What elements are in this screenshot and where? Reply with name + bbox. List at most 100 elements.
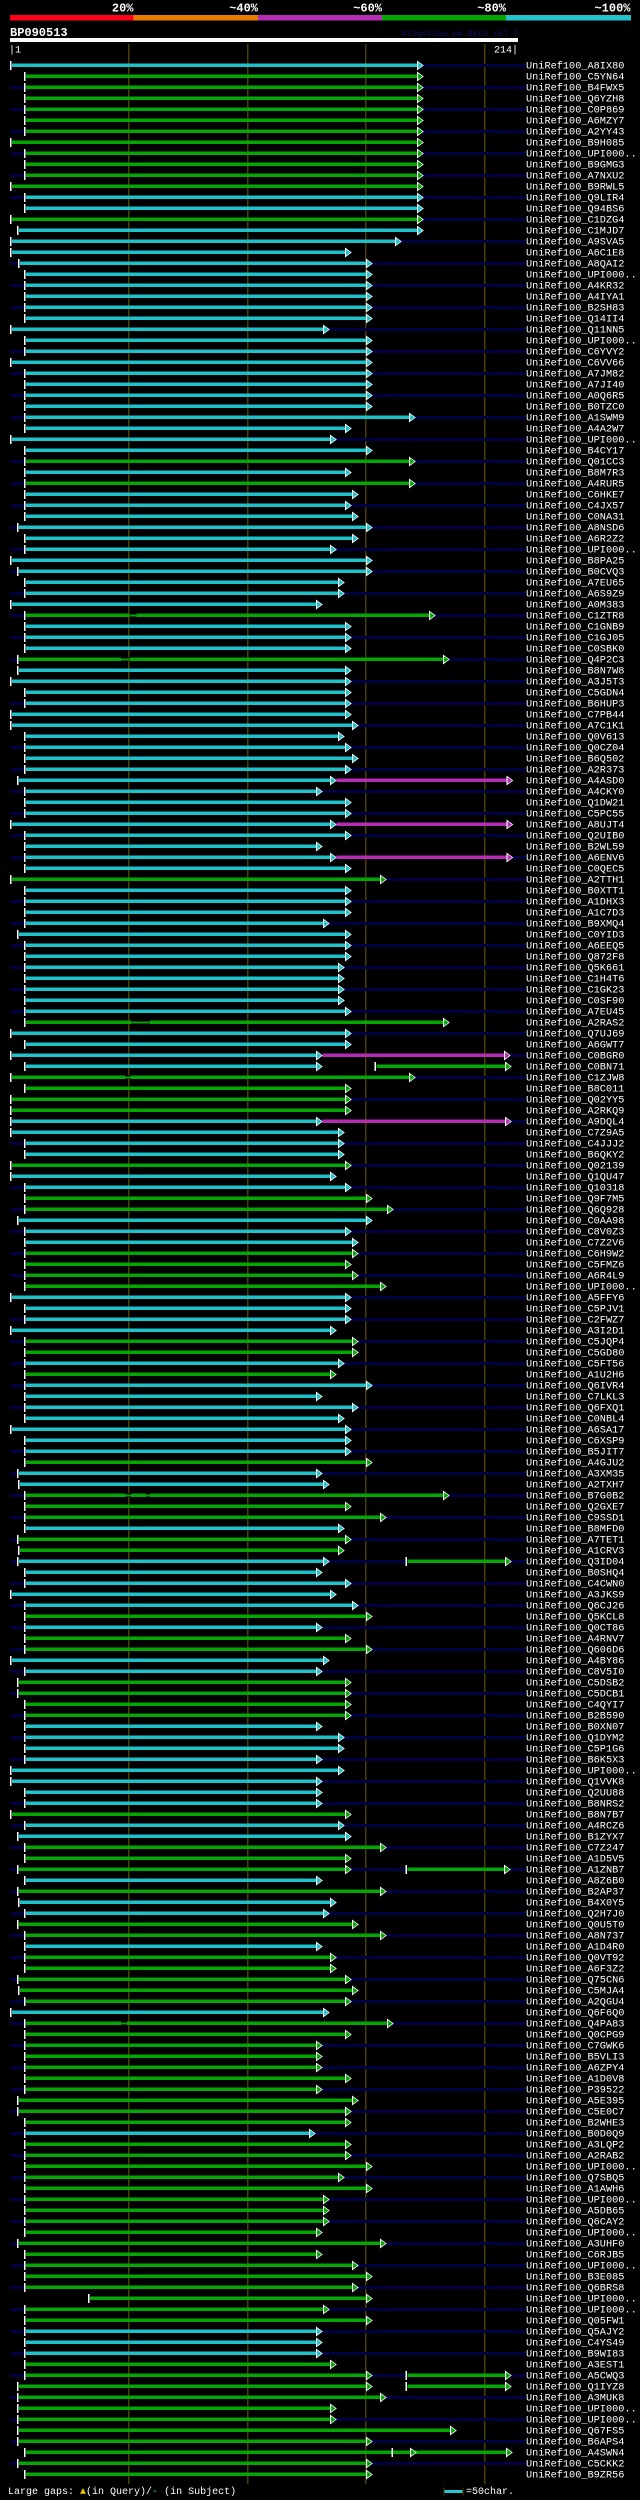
svg-text:UniRef100_UPI000..: UniRef100_UPI000.. [526,2195,637,2207]
svg-text:UniRef100_UPI000..: UniRef100_UPI000.. [526,1282,637,1294]
svg-text:UniRef100_Q9LIR4: UniRef100_Q9LIR4 [526,193,624,205]
svg-text:UniRef100_A4KR32: UniRef100_A4KR32 [526,281,624,293]
svg-text:UniRef100_C8V5I0: UniRef100_C8V5I0 [526,1667,624,1679]
svg-text:UniRef100_A1C7D3: UniRef100_A1C7D3 [526,908,624,920]
svg-text:UniRef100_C1ZJW8: UniRef100_C1ZJW8 [526,1073,624,1085]
svg-text:UniRef100_C5FMZ6: UniRef100_C5FMZ6 [526,1260,624,1272]
svg-text:UniRef100_UPI000..: UniRef100_UPI000.. [526,2305,637,2317]
svg-text:UniRef100_B8M7R3: UniRef100_B8M7R3 [526,468,624,480]
svg-text:UniRef100_C5CKK2: UniRef100_C5CKK2 [526,2459,624,2471]
svg-text:UniRef100_C0SBK0: UniRef100_C0SBK0 [526,644,624,656]
svg-text:UniRef100_A3LQP2: UniRef100_A3LQP2 [526,2140,624,2152]
svg-text:UniRef100_C5DSB2: UniRef100_C5DSB2 [526,1678,624,1690]
svg-text:UniRef100_A6S9Z9: UniRef100_A6S9Z9 [526,589,624,601]
svg-text:Large gaps: ▲(in Query)/- (in: Large gaps: ▲(in Query)/- (in Subject) [8,2486,236,2498]
svg-text:UniRef100_A4A2W7: UniRef100_A4A2W7 [526,424,624,436]
svg-text:UniRef100_A6C1E8: UniRef100_A6C1E8 [526,248,624,260]
svg-text:UniRef100_A1D5V5: UniRef100_A1D5V5 [526,1854,624,1866]
svg-text:214|: 214| [494,45,518,57]
svg-text:UniRef100_Q6CJ26: UniRef100_Q6CJ26 [526,1601,624,1613]
svg-text:UniRef100_Q1DYM2: UniRef100_Q1DYM2 [526,1733,624,1745]
svg-text:UniRef100_Q1IYZ8: UniRef100_Q1IYZ8 [526,2382,624,2394]
svg-text:UniRef100_B5VLI3: UniRef100_B5VLI3 [526,2052,624,2064]
svg-text:UniRef100_A3UHF0: UniRef100_A3UHF0 [526,2239,624,2251]
svg-text:UniRef100_C7Z9A5: UniRef100_C7Z9A5 [526,1128,624,1140]
svg-text:UniRef100_A8Z6B0: UniRef100_A8Z6B0 [526,1876,624,1888]
svg-text:UniRef100_B0D0Q9: UniRef100_B0D0Q9 [526,2129,624,2141]
svg-text:UniRef100_Q05FW1: UniRef100_Q05FW1 [526,2316,624,2328]
svg-text:UniRef100_Q02YY5: UniRef100_Q02YY5 [526,1095,624,1107]
svg-text:UniRef100_Q5K661: UniRef100_Q5K661 [526,963,624,975]
svg-text:UniRef100_Q0U5T0: UniRef100_Q0U5T0 [526,1920,624,1932]
svg-text:UniRef100_C5GDN4: UniRef100_C5GDN4 [526,688,624,700]
svg-text:UniRef100_UPI000..: UniRef100_UPI000.. [526,2404,637,2416]
svg-text:UniRef100_A2RAS2: UniRef100_A2RAS2 [526,1018,624,1030]
svg-text:~40%: ~40% [229,2,259,16]
svg-text:UniRef100_A2QGU4: UniRef100_A2QGU4 [526,1997,624,2009]
svg-text:UniRef100_Q6Q928: UniRef100_Q6Q928 [526,1205,624,1217]
svg-text:UniRef100_A8UJT4: UniRef100_A8UJT4 [526,820,624,832]
svg-text:UniRef100_Q02139: UniRef100_Q02139 [526,1161,624,1173]
svg-text:UniRef100_C0YID3: UniRef100_C0YID3 [526,930,624,942]
svg-text:UniRef100_C4CWN0: UniRef100_C4CWN0 [526,1579,624,1591]
svg-text:UniRef100_C0BGR0: UniRef100_C0BGR0 [526,1051,624,1063]
svg-text:UniRef100_A6F3Z2: UniRef100_A6F3Z2 [526,1964,624,1976]
svg-text:UniRef100_B8N7W8: UniRef100_B8N7W8 [526,666,624,678]
svg-text:UniRef100_UPI000..: UniRef100_UPI000.. [526,1766,637,1778]
svg-text:~60%: ~60% [353,2,383,16]
svg-text:UniRef100_Q10318: UniRef100_Q10318 [526,1183,624,1195]
svg-text:UniRef100_B6Q502: UniRef100_B6Q502 [526,754,624,766]
svg-text:UniRef100_C5DCB1: UniRef100_C5DCB1 [526,1689,624,1701]
svg-text:UniRef100_B3E085: UniRef100_B3E085 [526,2272,624,2284]
svg-text:UniRef100_B6APS4: UniRef100_B6APS4 [526,2437,624,2449]
svg-text:UniRef100_A1SWM9: UniRef100_A1SWM9 [526,413,624,425]
svg-text:UniRef100_A1D0V8: UniRef100_A1D0V8 [526,2074,624,2086]
svg-text:UniRef100_C6VV66: UniRef100_C6VV66 [526,358,624,370]
svg-text:UniRef100_A6R2Z2: UniRef100_A6R2Z2 [526,534,624,546]
svg-text:UniRef100_C4JX57: UniRef100_C4JX57 [526,501,624,513]
svg-text:UniRef100_A4GJU2: UniRef100_A4GJU2 [526,1458,624,1470]
svg-text:UniRef100_Q6YZH8: UniRef100_Q6YZH8 [526,94,624,106]
svg-text:UniRef100_A3EST1: UniRef100_A3EST1 [526,2360,624,2372]
svg-text:UniRef100_Q5KCL8: UniRef100_Q5KCL8 [526,1612,624,1624]
svg-text:UniRef100_A5FFY6: UniRef100_A5FFY6 [526,1293,624,1305]
svg-text:UniRef100_C7Z2V6: UniRef100_C7Z2V6 [526,1238,624,1250]
svg-text:UniRef100_Q6F6Q0: UniRef100_Q6F6Q0 [526,2008,624,2020]
svg-text:UniRef100_B2SH83: UniRef100_B2SH83 [526,303,624,315]
svg-text:UniRef100_Q01CC3: UniRef100_Q01CC3 [526,457,624,469]
svg-text:UniRef100_A9SVA5: UniRef100_A9SVA5 [526,237,624,249]
svg-text:UniRef100_A4ASD0: UniRef100_A4ASD0 [526,776,624,788]
svg-text:UniRef100_UPI000..: UniRef100_UPI000.. [526,2294,637,2306]
svg-text:UniRef100_Q11NN5: UniRef100_Q11NN5 [526,325,624,337]
svg-text:UniRef100_A3I2D1: UniRef100_A3I2D1 [526,1326,624,1338]
svg-text:UniRef100_Q6IVR4: UniRef100_Q6IVR4 [526,1381,624,1393]
svg-text:|1: |1 [9,45,21,57]
svg-text:UniRef100_C5P1G6: UniRef100_C5P1G6 [526,1744,624,1756]
svg-text:UniRef100_UPI000..: UniRef100_UPI000.. [526,2162,637,2174]
svg-text:UniRef100_Q67FS5: UniRef100_Q67FS5 [526,2426,624,2438]
svg-text:UniRef100_A4RCZ6: UniRef100_A4RCZ6 [526,1821,624,1833]
svg-text:UniRef100_A4BY86: UniRef100_A4BY86 [526,1656,624,1668]
svg-text:UniRef100_A0M383: UniRef100_A0M383 [526,600,624,612]
svg-text:UniRef100_B8C011: UniRef100_B8C011 [526,1084,624,1096]
svg-text:UniRef100_B5JIT7: UniRef100_B5JIT7 [526,1447,624,1459]
svg-text:UniRef100_C5JQP4: UniRef100_C5JQP4 [526,1337,624,1349]
svg-text:UniRef100_Q7UJ69: UniRef100_Q7UJ69 [526,1029,624,1041]
svg-text:UniRef100_Q1DW21: UniRef100_Q1DW21 [526,798,624,810]
svg-text:UniRef100_C7GWK6: UniRef100_C7GWK6 [526,2041,624,2053]
svg-text:UniRef100_A4SWN4: UniRef100_A4SWN4 [526,2448,624,2460]
svg-text:UniRef100_C4QYI7: UniRef100_C4QYI7 [526,1700,624,1712]
svg-text:UniRef100_A5DB65: UniRef100_A5DB65 [526,2206,624,2218]
svg-text:UniRef100_A1CRV3: UniRef100_A1CRV3 [526,1546,624,1558]
svg-text:UniRef100_UPI000..: UniRef100_UPI000.. [526,270,637,282]
svg-text:UniRef100_B0CVQ3: UniRef100_B0CVQ3 [526,567,624,579]
svg-text:UniRef100_Q1QU47: UniRef100_Q1QU47 [526,1172,624,1184]
svg-text:UniRef100_C1H4T6: UniRef100_C1H4T6 [526,974,624,986]
svg-text:UniRef100_A1U2H6: UniRef100_A1U2H6 [526,1370,624,1382]
svg-text:UniRef100_UPI000..: UniRef100_UPI000.. [526,149,637,161]
svg-text:UniRef100_C6HKE7: UniRef100_C6HKE7 [526,490,624,502]
svg-text:UniRef100_A2YY43: UniRef100_A2YY43 [526,127,624,139]
svg-text:UniRef100_C6YVY2: UniRef100_C6YVY2 [526,347,624,359]
svg-text:UniRef100_Q2UIB0: UniRef100_Q2UIB0 [526,831,624,843]
svg-text:UniRef100_Q2UU88: UniRef100_Q2UU88 [526,1788,624,1800]
